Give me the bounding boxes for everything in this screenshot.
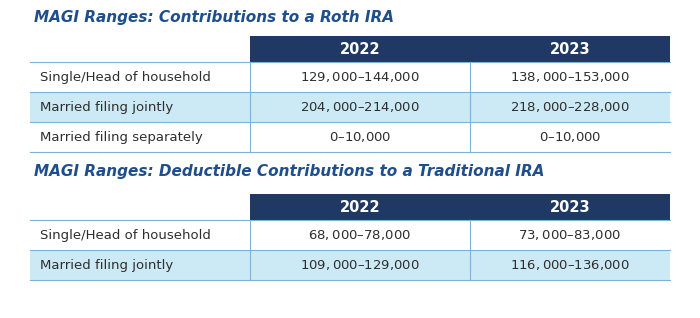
- Text: $204,000–$214,000: $204,000–$214,000: [300, 100, 420, 114]
- Bar: [470, 36, 670, 62]
- Text: Single/Head of household: Single/Head of household: [40, 71, 211, 84]
- Text: $218,000–$228,000: $218,000–$228,000: [510, 100, 630, 114]
- Text: $0–$10,000: $0–$10,000: [539, 130, 601, 144]
- Bar: [30, 250, 670, 280]
- Text: Married filing jointly: Married filing jointly: [40, 259, 174, 272]
- Bar: [30, 122, 670, 152]
- Text: $73,000–$83,000: $73,000–$83,000: [519, 228, 622, 242]
- Bar: [250, 36, 470, 62]
- Text: $138,000–$153,000: $138,000–$153,000: [510, 70, 630, 84]
- Text: 2022: 2022: [340, 199, 380, 215]
- Text: MAGI Ranges: Deductible Contributions to a Traditional IRA: MAGI Ranges: Deductible Contributions to…: [34, 164, 545, 179]
- Text: Single/Head of household: Single/Head of household: [40, 229, 211, 241]
- Text: $0–$10,000: $0–$10,000: [329, 130, 391, 144]
- Bar: [470, 194, 670, 220]
- Bar: [30, 220, 670, 250]
- Bar: [250, 194, 470, 220]
- Text: MAGI Ranges: Contributions to a Roth IRA: MAGI Ranges: Contributions to a Roth IRA: [34, 10, 394, 25]
- Text: 2022: 2022: [340, 42, 380, 57]
- Text: Married filing separately: Married filing separately: [40, 130, 203, 143]
- Bar: [30, 92, 670, 122]
- Text: $116,000–$136,000: $116,000–$136,000: [510, 258, 630, 272]
- Text: Married filing jointly: Married filing jointly: [40, 100, 174, 114]
- Text: $68,000–$78,000: $68,000–$78,000: [309, 228, 412, 242]
- Text: $129,000–$144,000: $129,000–$144,000: [300, 70, 420, 84]
- Text: 2023: 2023: [550, 42, 590, 57]
- Text: $109,000–$129,000: $109,000–$129,000: [300, 258, 420, 272]
- Text: 2023: 2023: [550, 199, 590, 215]
- Bar: [30, 62, 670, 92]
